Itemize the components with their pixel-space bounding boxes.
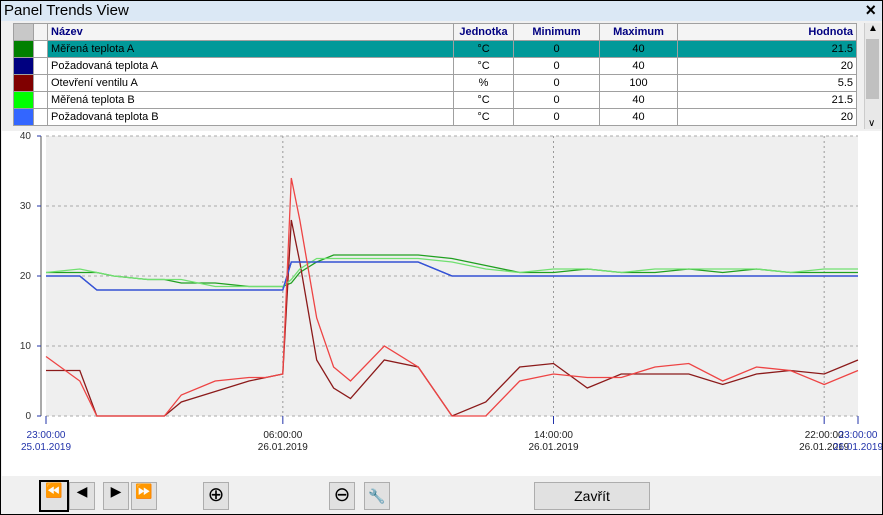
color-swatch xyxy=(13,57,34,75)
x-tick-time: 14:00:00 xyxy=(534,430,573,441)
next-button[interactable]: ▶ xyxy=(103,482,129,510)
close-icon[interactable]: × xyxy=(865,0,876,20)
cell: 0 xyxy=(513,74,600,92)
cell: Měřená teplota A xyxy=(47,40,454,58)
y-tick-label: 10 xyxy=(20,341,32,352)
cell: 40 xyxy=(599,57,678,75)
column-header: Minimum xyxy=(513,23,600,41)
y-tick-label: 40 xyxy=(20,131,32,142)
series-line xyxy=(45,177,859,417)
cell: 5.5 xyxy=(677,74,857,92)
prev-button[interactable]: ◀ xyxy=(69,482,95,510)
row-marker xyxy=(33,40,48,58)
y-tick-label: 20 xyxy=(20,271,32,282)
settings-button[interactable]: 🔧 xyxy=(364,482,390,510)
close-button[interactable]: Zavřít xyxy=(534,482,650,510)
chart: 01020304023:00:0025.01.201906:00:0026.01… xyxy=(2,131,882,476)
column-header: Jednotka xyxy=(453,23,514,41)
table-row[interactable]: Požadovaná teplota B °C 0 40 20 xyxy=(13,108,857,126)
x-tick-time: 23:00:00 xyxy=(839,430,878,441)
row-marker xyxy=(33,108,48,126)
cell: 40 xyxy=(599,40,678,58)
cell: 40 xyxy=(599,108,678,126)
x-tick-time: 22:00:00 xyxy=(805,430,844,441)
row-marker xyxy=(33,91,48,109)
cell: 20 xyxy=(677,57,857,75)
window-title: Panel Trends View xyxy=(4,2,129,19)
table-row[interactable]: Požadovaná teplota A °C 0 40 20 xyxy=(13,57,857,75)
title-bar: Panel Trends View × xyxy=(1,1,882,21)
cell: Požadovaná teplota A xyxy=(47,57,454,75)
zoom-out-button[interactable]: ⊖ xyxy=(329,482,355,510)
cell: % xyxy=(453,74,514,92)
row-marker xyxy=(33,57,48,75)
x-tick-date: 26.01.2019 xyxy=(799,442,849,453)
table-row[interactable]: Měřená teplota A °C 0 40 21.5 xyxy=(13,40,857,58)
cell: 40 xyxy=(599,91,678,109)
scrollbar[interactable]: ▲ ∨ xyxy=(864,23,881,129)
cell: 20 xyxy=(677,108,857,126)
cell: °C xyxy=(453,108,514,126)
x-tick-time: 06:00:00 xyxy=(263,430,302,441)
last-button[interactable]: ⏩ xyxy=(131,482,157,510)
color-swatch xyxy=(13,40,34,58)
row-marker xyxy=(33,74,48,92)
header-row: Název Jednotka Minimum Maximum Hodnota xyxy=(13,23,857,41)
cell: Měřená teplota B xyxy=(47,91,454,109)
cell: 21.5 xyxy=(677,91,857,109)
color-swatch xyxy=(13,91,34,109)
cell: 0 xyxy=(513,108,600,126)
column-header: Maximum xyxy=(599,23,678,41)
x-tick-date: 25.01.2019 xyxy=(21,442,71,453)
x-tick-date: 26.01.2019 xyxy=(258,442,308,453)
x-tick-date: 26.01.2019 xyxy=(528,442,578,453)
cell: 21.5 xyxy=(677,40,857,58)
table-row[interactable]: Otevření ventilu A% 0 100 5.5 xyxy=(13,74,857,92)
color-swatch xyxy=(13,74,34,92)
series-table: Název Jednotka Minimum Maximum Hodnota Měřen… xyxy=(13,23,857,126)
y-tick-label: 0 xyxy=(25,411,31,422)
cell: Otevření ventilu A xyxy=(47,74,454,92)
x-tick-date: 26.01.2019 xyxy=(833,442,882,453)
y-tick-label: 30 xyxy=(20,201,32,212)
cell: 0 xyxy=(513,91,600,109)
cell: °C xyxy=(453,40,514,58)
x-tick-time: 23:00:00 xyxy=(27,430,66,441)
series-line xyxy=(45,257,858,288)
zoom-in-button[interactable]: ⊕ xyxy=(203,482,229,510)
cell: 0 xyxy=(513,40,600,58)
column-header: Hodnota xyxy=(677,23,857,41)
cell: Požadovaná teplota B xyxy=(47,108,454,126)
cell: °C xyxy=(453,57,514,75)
cell: 100 xyxy=(599,74,678,92)
table-row[interactable]: Měřená teplota B °C 0 40 21.5 xyxy=(13,91,857,109)
cell: 0 xyxy=(513,57,600,75)
column-header: Název xyxy=(47,23,454,41)
first-button[interactable]: ⏪ xyxy=(39,480,69,512)
cell: °C xyxy=(453,91,514,109)
series-line xyxy=(46,261,858,291)
color-swatch xyxy=(13,108,34,126)
